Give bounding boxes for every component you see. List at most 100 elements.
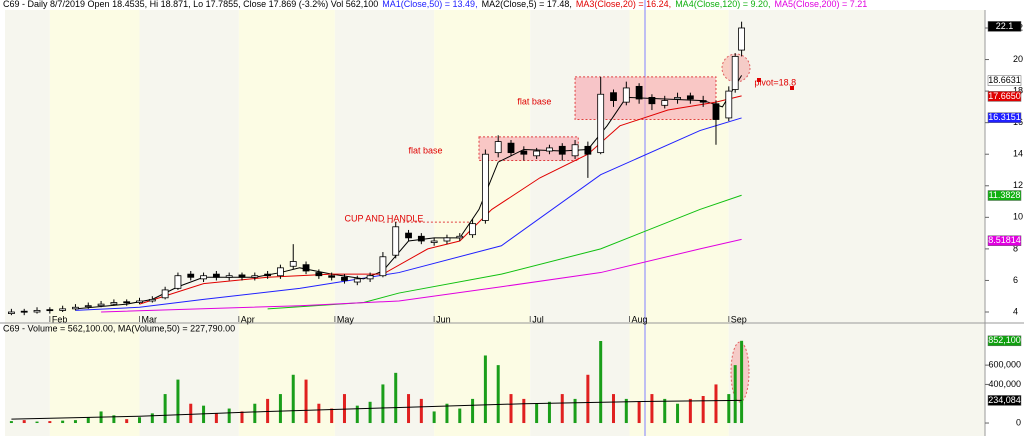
volume-bar [432, 411, 436, 424]
x-tick-label: Aug [632, 314, 648, 324]
candle-body [405, 232, 412, 239]
annotation: pivot=18.8 [754, 78, 796, 88]
month-band [728, 10, 985, 436]
volume-bar [189, 403, 193, 424]
x-tick-label: Feb [52, 314, 68, 324]
month-band [238, 10, 335, 436]
candle-body [264, 273, 272, 277]
annotation: flat base [409, 145, 443, 155]
candle-body [379, 256, 387, 277]
value-tag [987, 75, 1022, 86]
volume-bar [599, 341, 603, 424]
candle-body [97, 303, 105, 307]
candle-body [353, 278, 361, 283]
vol-tick-label: 400,000 [988, 379, 1021, 389]
value-tag [987, 91, 1022, 102]
volume-bar [471, 398, 475, 424]
volume-bar [650, 394, 654, 424]
candle-body [161, 289, 169, 299]
value-tag [987, 112, 1022, 123]
candle-body [251, 275, 259, 278]
candle-body [366, 275, 374, 280]
x-tick-label: Jun [436, 314, 451, 324]
volume-bar [727, 394, 731, 424]
volume-bar [483, 355, 487, 424]
volume-bar [227, 408, 231, 424]
header-part: MA1(Close,50) = 13.49, [382, 0, 477, 9]
candle-body [225, 275, 233, 278]
ma-line [75, 117, 742, 311]
volume-bar [9, 421, 13, 424]
month-band [334, 10, 435, 436]
candle-body [648, 97, 656, 105]
x-tick-label: May [337, 314, 355, 324]
month-bands [5, 10, 985, 436]
candle-body [136, 300, 143, 303]
volume-bar [496, 365, 500, 424]
x-tick-label: Apr [241, 314, 255, 324]
volume-bar [624, 398, 628, 424]
candle-body [494, 141, 502, 154]
candle-body [507, 142, 515, 154]
y-tick-label: 14 [1013, 149, 1023, 159]
candle-body [46, 309, 54, 312]
volume-bar [445, 403, 449, 424]
candle-body [84, 305, 92, 308]
volume-bar [278, 394, 282, 424]
volume-bar [342, 394, 346, 424]
month-band [434, 10, 531, 436]
header-part: MA4(Close,120) = 9.20, [675, 0, 770, 9]
y-tick-label: 18 [1013, 85, 1023, 95]
value-tag [987, 395, 1022, 406]
vol-tick-label: 0 [1016, 417, 1021, 427]
month-band [139, 10, 239, 436]
volume-bar [35, 421, 39, 424]
x-tick-label: Mar [142, 314, 158, 324]
y-tick-label: 6 [1013, 275, 1018, 285]
volume-bar [637, 401, 641, 424]
volume-bar [163, 394, 167, 424]
y-tick-label: 4 [1013, 306, 1018, 316]
value-tag-label: 16.3151 [988, 112, 1021, 122]
candle-body [212, 273, 220, 278]
volume-bar [150, 413, 154, 424]
candle-body [443, 237, 451, 242]
candle-body [148, 298, 156, 302]
volume-bar [701, 396, 705, 424]
candle-body [674, 97, 681, 100]
volume-bar [535, 403, 539, 424]
month-band [49, 10, 140, 436]
candle-body [238, 274, 246, 278]
candle-body [72, 306, 79, 310]
vol-tick-label: 600,000 [988, 360, 1021, 370]
value-tag-label: 852,100 [988, 335, 1021, 345]
ma-line [101, 238, 742, 313]
candle-body [328, 275, 336, 278]
header-part: MA3(Close,20) = 16.24, [576, 0, 671, 9]
volume-bar [355, 405, 359, 424]
pivot-marker [790, 86, 794, 90]
value-tag [987, 235, 1022, 246]
chart-header: C69 - Daily 8/7/2019 Open 18.4535, Hi 18… [3, 0, 867, 9]
volume-bar [112, 415, 116, 424]
candle-body [686, 95, 694, 100]
x-tick-label: Jul [532, 314, 544, 324]
candle-body [456, 235, 464, 239]
volume-bar [522, 398, 526, 424]
volume-ma-line [11, 399, 742, 420]
header-part: C69 - Daily 8/7/2019 Open 18.4535, Hi 18… [3, 0, 378, 9]
header-part: MA2(Close,5) = 17.48, [482, 0, 572, 9]
volume-bar [138, 417, 142, 424]
volume-bar [733, 365, 737, 424]
candle-body [725, 90, 733, 119]
volume-bar [368, 401, 372, 424]
volume-title: C69 - Volume = 562,100.00, MA(Volume,50)… [3, 323, 235, 333]
volume-bar [663, 398, 667, 424]
volume-bar [86, 417, 90, 424]
annotation: CUP AND HANDLE [344, 213, 423, 223]
volume-bar [48, 421, 52, 424]
pivot-marker [757, 78, 761, 82]
candle-body [699, 100, 707, 103]
candle-body [597, 93, 605, 154]
volume-bar [458, 408, 462, 424]
